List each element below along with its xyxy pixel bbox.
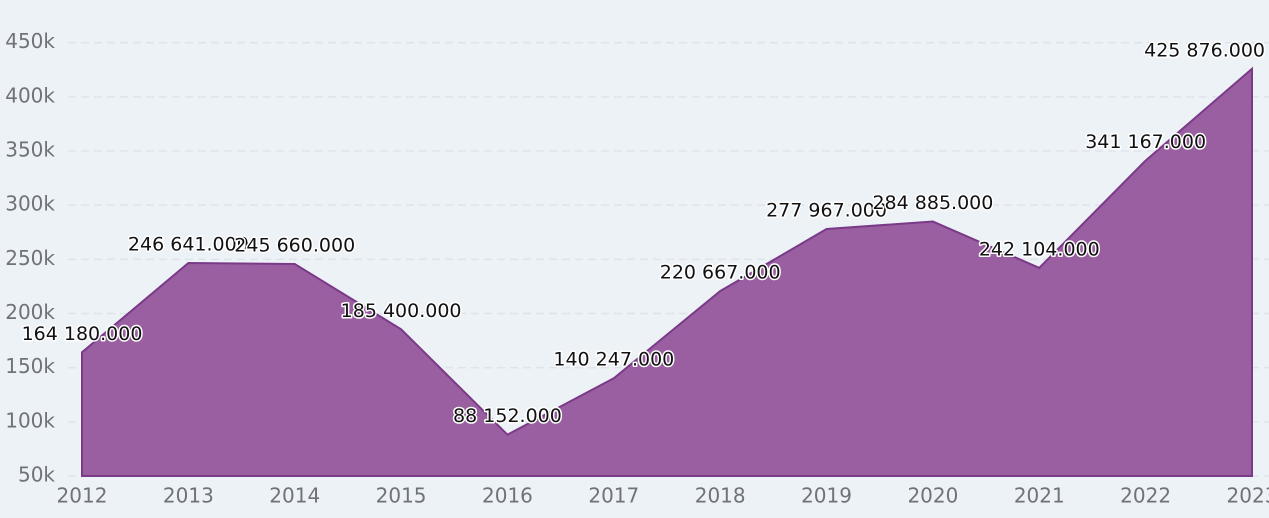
data-label: 284 885.000 [872,192,993,214]
x-tick-label: 2013 [163,484,214,508]
data-label: 220 667.000 [660,262,781,284]
y-tick-label: 400k [5,83,55,107]
y-tick-label: 150k [5,354,55,378]
x-tick-label: 2021 [1014,484,1065,508]
x-tick-label: 2018 [695,484,746,508]
y-tick-label: 250k [5,246,55,270]
data-label: 245 660.000 [234,235,355,257]
data-label: 242 104.000 [979,238,1100,260]
data-label: 277 967.000 [766,200,887,222]
data-label: 185 400.000 [341,300,462,322]
x-tick-label: 2019 [801,484,852,508]
data-label: 164 180.000 [22,323,143,345]
data-label: 341 167.000 [1085,131,1206,153]
x-tick-label: 2015 [376,484,427,508]
x-tick-label: 2023 [1227,484,1269,508]
data-label: 140 247.000 [553,349,674,371]
data-label: 88 152.000 [453,405,562,427]
x-tick-label: 2012 [57,484,108,508]
data-label: 246 641.000 [128,233,249,255]
x-tick-label: 2020 [907,484,958,508]
y-tick-label: 450k [5,29,55,53]
y-tick-label: 350k [5,138,55,162]
x-tick-label: 2017 [588,484,639,508]
x-tick-label: 2016 [482,484,533,508]
y-tick-label: 300k [5,192,55,216]
y-tick-label: 50k [18,463,55,487]
x-tick-label: 2022 [1120,484,1171,508]
y-tick-label: 200k [5,300,55,324]
data-label: 425 876.000 [1144,39,1265,61]
area [81,66,1253,477]
x-tick-label: 2014 [269,484,320,508]
y-tick-label: 100k [5,408,55,432]
